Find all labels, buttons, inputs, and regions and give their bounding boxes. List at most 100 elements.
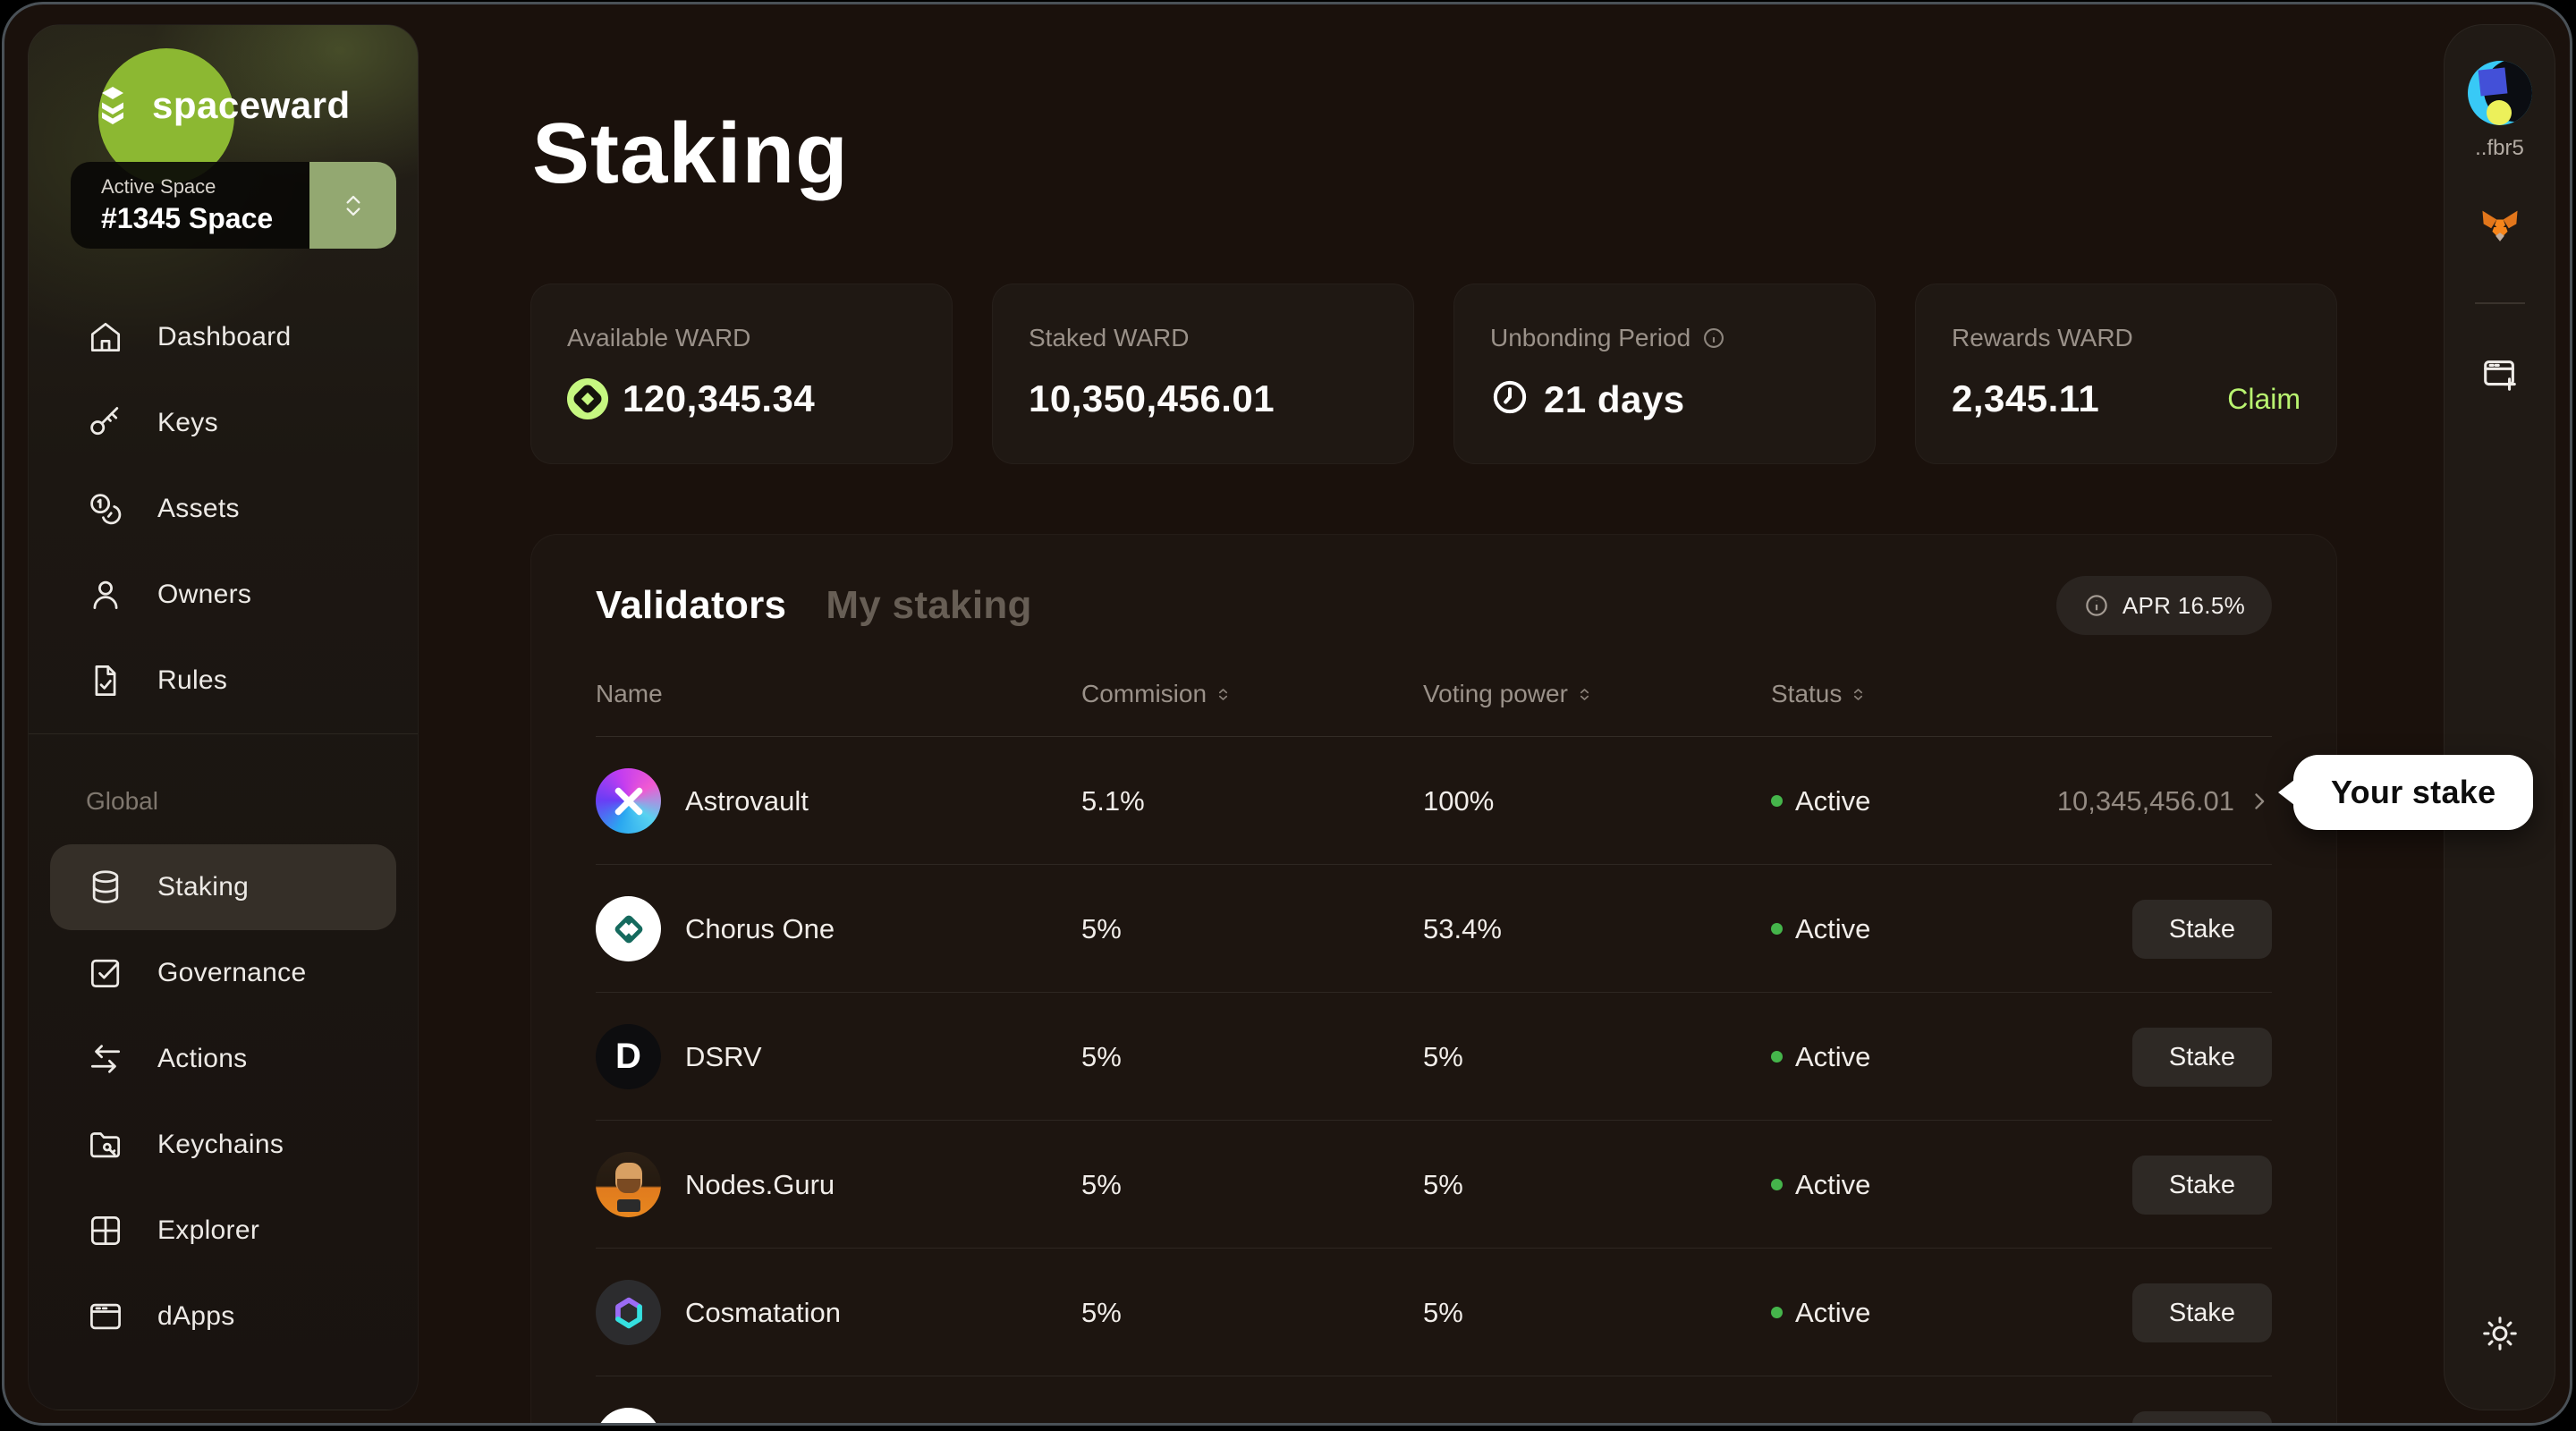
- rail-divider: [2474, 302, 2525, 304]
- validator-voting-power: 5%: [1423, 1376, 1463, 1423]
- stat-value: 120,345.34: [623, 377, 816, 419]
- validator-avatar: [596, 1152, 661, 1217]
- cosmatation-logo: [614, 1297, 642, 1328]
- theme-toggle-sun-icon[interactable]: [2479, 1313, 2521, 1354]
- checkbox-icon: [86, 953, 125, 993]
- sidebar-item-label: Keychains: [157, 1130, 284, 1159]
- sidebar-item-governance[interactable]: Governance: [50, 930, 396, 1016]
- table-row[interactable]: Chorus One 5% 5% Inactive Stake: [596, 1376, 2272, 1426]
- active-space-value: #1345 Space: [101, 202, 274, 234]
- validator-voting-power: 5%: [1423, 1041, 1463, 1072]
- stat-label: Rewards WARD: [1952, 324, 2133, 351]
- sidebar-item-assets[interactable]: Assets: [50, 466, 396, 552]
- table-row[interactable]: Chorus One 5% 53.4% Active Stake: [596, 865, 2272, 993]
- validator-logo: [604, 1423, 654, 1426]
- validator-voting-power: 5%: [1423, 1297, 1463, 1328]
- validator-name: Cosmatation: [685, 1297, 842, 1328]
- column-header-voting-power[interactable]: Voting power: [1423, 680, 1592, 708]
- chevron-right-icon: [2255, 792, 2265, 809]
- tab-my-staking[interactable]: My staking: [826, 583, 1032, 627]
- add-window-icon[interactable]: [2479, 354, 2521, 395]
- column-header-status[interactable]: Status: [1771, 680, 1866, 708]
- sort-icon: [1854, 688, 1863, 700]
- tab-validators[interactable]: Validators: [596, 583, 787, 627]
- validator-status: Inactive: [1771, 1376, 1891, 1423]
- status-dot: [1771, 1179, 1783, 1190]
- stat-value: 10,350,456.01: [1029, 377, 1275, 419]
- database-icon: [86, 868, 125, 907]
- sidebar-item-keychains[interactable]: Keychains: [50, 1102, 396, 1188]
- chevron-up-down-icon: [345, 195, 360, 216]
- table-row[interactable]: Nodes.Guru 5% 5% Active Stake: [596, 1121, 2272, 1249]
- sidebar-item-explorer[interactable]: Explorer: [50, 1188, 396, 1274]
- user-icon: [86, 575, 125, 614]
- sidebar-item-label: Actions: [157, 1044, 248, 1073]
- stake-button[interactable]: Stake: [2132, 1283, 2272, 1342]
- stake-button[interactable]: Stake: [2132, 1028, 2272, 1087]
- apr-badge-text: APR 16.5%: [2122, 591, 2245, 619]
- sidebar-item-actions[interactable]: Actions: [50, 1016, 396, 1102]
- sidebar-item-label: dApps: [157, 1301, 235, 1331]
- sidebar-item-staking[interactable]: Staking: [50, 844, 396, 930]
- sidebar-item-label: Dashboard: [157, 322, 292, 351]
- sort-icon: [1580, 688, 1589, 700]
- stat-card-available-ward: Available WARD 120,345.34: [530, 284, 953, 464]
- sidebar-nav: Dashboard Keys Assets Owners Rules: [50, 294, 396, 724]
- your-stake-amount[interactable]: 10,345,456.01: [2057, 737, 2272, 865]
- claim-button[interactable]: Claim: [2227, 382, 2301, 415]
- active-space-select[interactable]: Active Space #1345 Space: [71, 162, 396, 249]
- stat-cards: Available WARD 120,345.34 Staked WARD 10…: [530, 284, 2337, 464]
- validator-name: Astrovault: [685, 785, 809, 817]
- column-header-name[interactable]: Name: [596, 680, 663, 707]
- spaceward-logo-icon: [102, 87, 123, 124]
- validator-commission: 5%: [1081, 913, 1122, 944]
- status-dot: [1771, 1307, 1783, 1318]
- metamask-icon[interactable]: [2480, 207, 2520, 247]
- sidebar-item-label: Explorer: [157, 1215, 260, 1245]
- grid-icon: [86, 1211, 125, 1250]
- table-row[interactable]: Cosmatation 5% 5% Active Stake: [596, 1249, 2272, 1376]
- validator-avatar: [596, 1280, 661, 1345]
- info-icon[interactable]: [1701, 326, 1726, 351]
- browser-window-icon: [86, 1297, 125, 1336]
- sidebar-item-label: Assets: [157, 494, 240, 523]
- validator-voting-power: 5%: [1423, 1169, 1463, 1200]
- sidebar-item-owners[interactable]: Owners: [50, 552, 396, 638]
- sidebar-item-keys[interactable]: Keys: [50, 380, 396, 466]
- home-icon: [86, 318, 125, 357]
- sidebar-item-rules[interactable]: Rules: [50, 638, 396, 724]
- folder-key-icon: [86, 1125, 125, 1164]
- file-check-icon: [86, 661, 125, 700]
- sidebar-item-label: Staking: [157, 872, 250, 902]
- sidebar-item-label: Governance: [157, 958, 307, 987]
- validator-name: Chorus One: [685, 913, 835, 944]
- space-select-toggle[interactable]: [309, 162, 396, 249]
- status-dot: [1771, 923, 1783, 935]
- validators-panel: Validators My staking APR 16.5% Name Com…: [530, 534, 2337, 1426]
- stake-button[interactable]: Stake: [2132, 1411, 2272, 1423]
- validator-status: Active: [1771, 865, 1870, 993]
- stake-button[interactable]: Stake: [2132, 1156, 2272, 1215]
- sidebar-item-dapps[interactable]: dApps: [50, 1274, 396, 1359]
- validator-commission: 5%: [1081, 1297, 1122, 1328]
- validator-voting-power: 100%: [1423, 785, 1495, 817]
- your-stake-tooltip: Your stake: [2293, 755, 2534, 830]
- sidebar-item-label: Owners: [157, 580, 252, 609]
- ward-token-icon: [567, 378, 608, 419]
- sidebar-item-dashboard[interactable]: Dashboard: [50, 294, 396, 380]
- validator-avatar: [596, 896, 661, 961]
- right-rail: ..fbr5: [2444, 24, 2555, 1410]
- wallet-address-short: ..fbr5: [2475, 136, 2524, 160]
- wallet-avatar[interactable]: [2467, 61, 2532, 125]
- apr-badge[interactable]: APR 16.5%: [2055, 576, 2272, 635]
- table-row[interactable]: Astrovault 5.1% 100% Active 10,345,456.0…: [596, 737, 2272, 865]
- table-row[interactable]: D DSRV 5% 5% Active Stake: [596, 993, 2272, 1121]
- app-logo: spaceward: [91, 84, 351, 127]
- stake-button[interactable]: Stake: [2132, 900, 2272, 959]
- validator-name: Nodes.Guru: [685, 1169, 835, 1200]
- page-title: Staking: [532, 106, 849, 201]
- stat-card-rewards-ward: Rewards WARD 2,345.11 Claim: [1915, 284, 2337, 464]
- sidebar-item-label: Keys: [157, 408, 218, 437]
- column-header-commission[interactable]: Commision: [1081, 680, 1231, 708]
